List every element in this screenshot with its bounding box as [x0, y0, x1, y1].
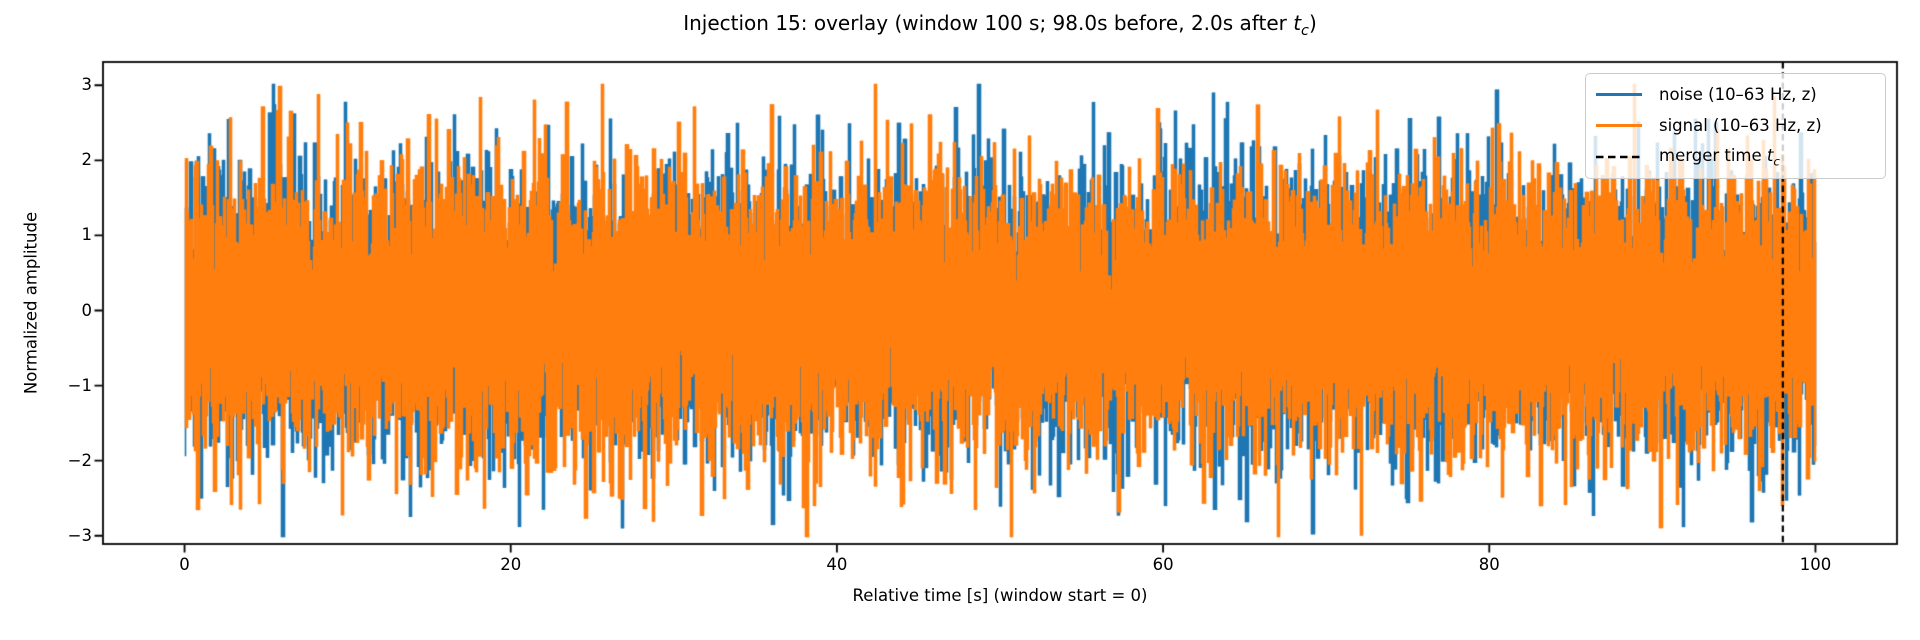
legend: noise (10–63 Hz, z) signal (10–63 Hz, z) m… [1585, 73, 1886, 179]
y-tick-label: 0 [81, 300, 93, 320]
x-tick-label: 100 [1799, 555, 1832, 574]
y-tick-label: 1 [81, 225, 93, 245]
line-sample-icon [1596, 93, 1642, 97]
dashed-line-sample-icon [1596, 154, 1642, 160]
x-tick-label: 80 [1478, 555, 1500, 574]
chart-title-text: Injection 15: overlay (window 100 s; 98.… [683, 11, 1294, 35]
chart-title: Injection 15: overlay (window 100 s; 98.… [683, 11, 1317, 39]
y-tick-label: 2 [81, 150, 93, 170]
legend-item-signal: signal (10–63 Hz, z) [1596, 111, 1875, 141]
y-tick-label: −2 [67, 450, 92, 470]
legend-label: merger time tc [1659, 146, 1780, 169]
x-tick-label: 40 [826, 555, 848, 574]
line-sample-icon [1596, 124, 1642, 128]
x-tick-label: 20 [500, 555, 522, 574]
legend-item-noise: noise (10–63 Hz, z) [1596, 80, 1875, 110]
x-axis-label: Relative time [s] (window start = 0) [852, 586, 1148, 605]
chart-title-math-var: t [1293, 11, 1302, 35]
chart-title-suffix: ) [1308, 11, 1317, 35]
chart-title-math-sub: c [1301, 23, 1309, 39]
x-tick-label: 0 [179, 555, 190, 574]
x-tick-label: 60 [1152, 555, 1174, 574]
y-tick-label: −3 [67, 525, 92, 545]
y-tick-label: −1 [67, 375, 92, 395]
legend-label: signal (10–63 Hz, z) [1659, 116, 1822, 136]
legend-item-merger-time: merger time tc [1596, 142, 1875, 172]
y-tick-label: 3 [81, 75, 93, 95]
legend-label: noise (10–63 Hz, z) [1659, 85, 1817, 105]
